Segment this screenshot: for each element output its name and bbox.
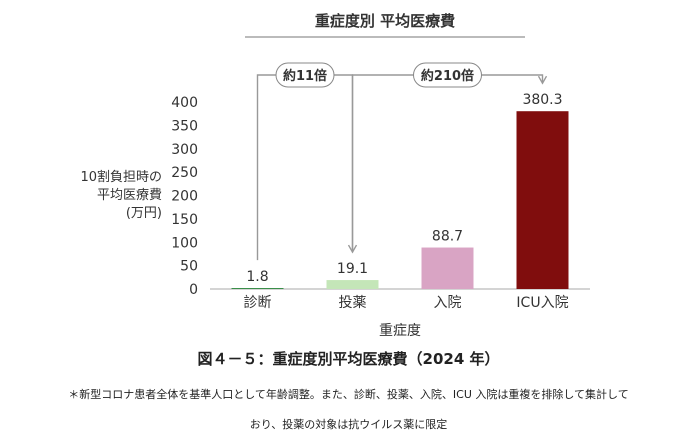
- y-tick-label: 0: [189, 282, 198, 298]
- bar: [421, 247, 474, 289]
- annotations: 約11倍 約210倍: [256, 62, 548, 261]
- y-axis-label-line-1: 10割負担時の: [80, 169, 162, 185]
- bar: [326, 280, 379, 289]
- bar: [516, 111, 569, 289]
- y-tick-label: 150: [171, 212, 198, 228]
- footnote-line-1: ＊新型コロナ患者全体を基準人口として年齢調整。また、診断、投薬、入院、ICU 入…: [68, 388, 629, 401]
- figure-caption: 図４－５：重症度別平均医療費（2024 年）: [197, 350, 500, 368]
- bar: [231, 288, 284, 289]
- y-tick-label: 200: [171, 189, 198, 205]
- footnote-line-2: おり、投薬の対象は抗ウイルス薬に限定: [249, 418, 448, 431]
- annotation-bubble: [413, 62, 482, 88]
- category-label: 診断: [244, 295, 272, 311]
- y-tick-label: 100: [171, 235, 198, 251]
- category-labels: 診断 投薬 入院 ICU入院: [244, 295, 569, 311]
- chart-title: 重症度別 平均医療費: [315, 12, 455, 30]
- bar-value-label: 19.1: [337, 261, 368, 277]
- category-label: ICU入院: [516, 295, 568, 311]
- y-tick-label: 400: [171, 95, 198, 111]
- annotation-arrowhead: [537, 75, 548, 85]
- category-label: 入院: [434, 295, 462, 311]
- annotation-label: 約11倍: [283, 68, 327, 84]
- chart: 重症度別 平均医療費 10割負担時の 平均医療費 (万円) 0 50 100 150 2…: [80, 12, 590, 339]
- annotation-bubble: [275, 62, 335, 88]
- category-label: 投薬: [339, 295, 367, 311]
- y-axis-ticks: 0 50 100 150 200 250 300 350 400: [171, 95, 198, 298]
- annotation-connector: [256, 74, 354, 261]
- y-tick-label: 50: [180, 259, 198, 275]
- y-tick-label: 300: [171, 142, 198, 158]
- annotation-label: 約210倍: [421, 68, 474, 84]
- y-tick-label: 350: [171, 118, 198, 134]
- annotation-connector: [351, 74, 544, 253]
- y-tick-label: 250: [171, 165, 198, 181]
- x-axis-label: 重症度: [379, 323, 421, 339]
- annotation-arrowhead: [347, 244, 358, 254]
- bar-value-label: 380.3: [522, 92, 562, 108]
- bars: 1.8 19.1 88.7 380.3: [231, 92, 569, 289]
- y-axis-label-line-3: (万円): [126, 206, 162, 221]
- bar-value-label: 1.8: [246, 269, 268, 285]
- y-axis-label-line-2: 平均医療費: [97, 188, 162, 203]
- bar-value-label: 88.7: [432, 229, 463, 245]
